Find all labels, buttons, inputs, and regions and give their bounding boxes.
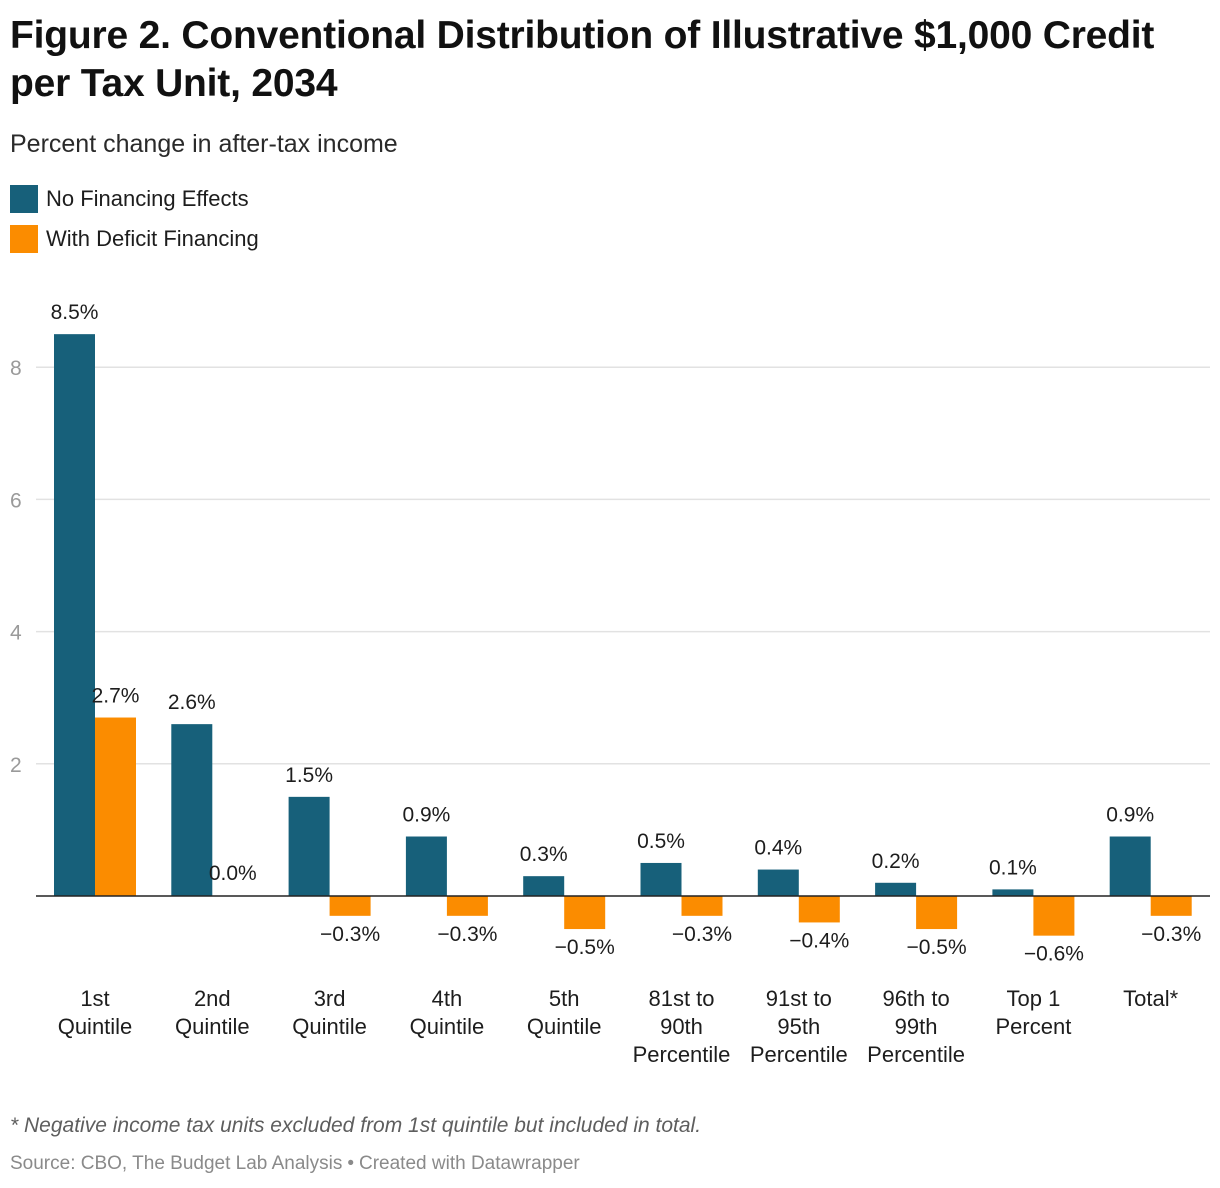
x-tick-label-4-0: 5th xyxy=(549,986,580,1011)
value-label-s1-8: −0.6% xyxy=(1024,943,1084,966)
legend-label-deficit-financing: With Deficit Financing xyxy=(46,226,259,251)
value-label-s1-4: −0.5% xyxy=(555,936,615,959)
x-tick-label-1-1: Quintile xyxy=(175,1014,250,1039)
bar-s0-9 xyxy=(1109,836,1151,896)
source-line: Source: CBO, The Budget Lab Analysis • Cre… xyxy=(10,1153,580,1175)
bar-s0-8 xyxy=(992,889,1034,896)
value-label-s0-5: 0.5% xyxy=(637,830,685,853)
x-tick-label-6-0: 91st to xyxy=(766,986,832,1011)
bar-s1-9 xyxy=(1150,896,1192,916)
x-tick-label-3-0: 4th xyxy=(432,986,463,1011)
bar-s0-2 xyxy=(288,796,330,896)
y-tick-label-4: 4 xyxy=(10,622,22,645)
value-label-s1-3: −0.3% xyxy=(437,923,497,946)
x-tick-label-7-0: 96th to xyxy=(882,986,949,1011)
x-tick-label-3-1: Quintile xyxy=(410,1014,485,1039)
bar-s0-5 xyxy=(640,862,682,896)
datawrapper-credit: Created with Datawrapper xyxy=(359,1153,580,1174)
bar-s1-8 xyxy=(1033,896,1075,936)
legend: No Financing Effects With Deficit Financ… xyxy=(10,185,259,265)
x-tick-label-6-1: 95th xyxy=(777,1014,820,1039)
chart-subtitle: Percent change in after-tax income xyxy=(10,130,398,158)
x-tick-label-5-0: 81st to xyxy=(648,986,714,1011)
source-separator: • xyxy=(347,1153,354,1174)
bar-s1-2 xyxy=(329,896,371,916)
bar-s0-1 xyxy=(171,724,213,896)
value-label-s1-1: 0.0% xyxy=(209,862,257,885)
x-tick-label-9-0: Total* xyxy=(1123,986,1178,1011)
source-text: Source: CBO, The Budget Lab Analysis xyxy=(10,1153,343,1174)
x-tick-label-4-1: Quintile xyxy=(527,1014,602,1039)
legend-item-no-financing: No Financing Effects xyxy=(10,185,259,213)
x-tick-label-8-0: Top 1 xyxy=(1006,986,1060,1011)
y-tick-label-2: 2 xyxy=(10,754,22,777)
bar-s1-3 xyxy=(446,896,488,916)
y-tick-label-8: 8 xyxy=(10,357,22,380)
bar-s0-7 xyxy=(875,882,917,896)
x-tick-label-5-2: Percentile xyxy=(633,1042,731,1067)
x-tick-label-7-1: 99th xyxy=(895,1014,938,1039)
bar-s1-4 xyxy=(564,896,606,930)
bar-s0-4 xyxy=(523,876,565,896)
x-tick-label-7-2: Percentile xyxy=(867,1042,965,1067)
value-label-s0-8: 0.1% xyxy=(989,856,1037,879)
value-label-s0-4: 0.3% xyxy=(520,843,568,866)
bar-s0-6 xyxy=(757,869,799,896)
value-label-s0-0: 8.5% xyxy=(51,301,99,324)
value-label-s0-1: 2.6% xyxy=(168,691,216,714)
bar-s1-6 xyxy=(798,896,840,923)
x-tick-label-1-0: 2nd xyxy=(194,986,231,1011)
value-label-s1-2: −0.3% xyxy=(320,923,380,946)
bar-s0-0 xyxy=(54,334,95,896)
x-tick-label-6-2: Percentile xyxy=(750,1042,848,1067)
value-label-s1-0: 2.7% xyxy=(92,685,140,708)
x-tick-label-0-1: Quintile xyxy=(58,1014,133,1039)
value-label-s1-7: −0.5% xyxy=(907,936,967,959)
bar-s0-3 xyxy=(405,836,447,896)
legend-item-deficit-financing: With Deficit Financing xyxy=(10,225,259,253)
bar-s1-0 xyxy=(95,717,136,896)
x-tick-label-8-1: Percent xyxy=(995,1014,1071,1039)
y-tick-label-6: 6 xyxy=(10,489,22,512)
x-tick-label-5-1: 90th xyxy=(660,1014,703,1039)
footnote: * Negative income tax units excluded fro… xyxy=(10,1114,702,1137)
value-label-s0-9: 0.9% xyxy=(1106,804,1154,827)
legend-swatch-no-financing xyxy=(10,185,38,213)
chart-title: Figure 2. Conventional Distribution of I… xyxy=(10,14,1155,105)
value-label-s1-6: −0.4% xyxy=(789,929,849,952)
legend-swatch-deficit-financing xyxy=(10,225,38,253)
bar-chart: 2 4 6 8 8.5% 2.6% 1.5% 0.9% 0.3% 0.5% 0.4% 0.2% 0.1%… xyxy=(10,301,1210,1067)
x-tick-label-2-1: Quintile xyxy=(292,1014,367,1039)
value-label-s0-3: 0.9% xyxy=(402,804,450,827)
value-label-s1-5: −0.3% xyxy=(672,923,732,946)
legend-label-no-financing: No Financing Effects xyxy=(46,186,249,211)
value-label-s0-6: 0.4% xyxy=(754,837,802,860)
value-label-s1-9: −0.3% xyxy=(1141,923,1201,946)
bar-s1-5 xyxy=(681,896,723,916)
x-tick-label-2-0: 3rd xyxy=(314,986,346,1011)
bar-s1-7 xyxy=(916,896,958,930)
value-label-s0-7: 0.2% xyxy=(872,850,920,873)
value-label-s0-2: 1.5% xyxy=(285,764,333,787)
x-tick-label-0-0: 1st xyxy=(80,986,109,1011)
